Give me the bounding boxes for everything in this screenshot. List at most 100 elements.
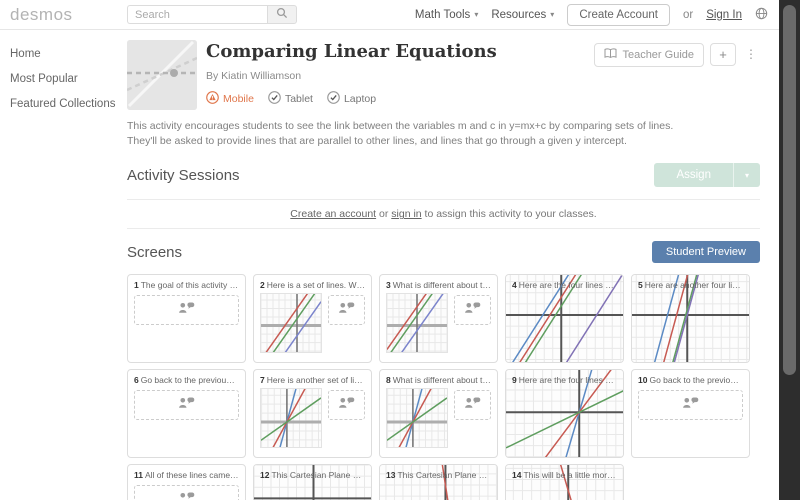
screen-number: 5 bbox=[638, 280, 643, 291]
student-response-icon bbox=[681, 396, 700, 414]
student-preview-button[interactable]: Student Preview bbox=[651, 241, 760, 264]
screen-graph bbox=[260, 370, 322, 458]
scrollbar-track[interactable] bbox=[779, 0, 800, 500]
screen-card-13[interactable]: 13 This Cartesian Plane has... bbox=[379, 464, 498, 500]
activity-description: This activity encourages students to see… bbox=[127, 120, 674, 147]
nav-math-tools[interactable]: Math Tools ▾ bbox=[414, 8, 479, 21]
screen-label: All of these lines came in... bbox=[145, 470, 245, 481]
signin-prompt: Create an account or sign in to assign t… bbox=[290, 208, 597, 221]
scrollbar-thumb[interactable] bbox=[783, 5, 796, 375]
response-placeholder bbox=[328, 295, 365, 326]
screen-card-title: 12 This Cartesian Plane has... bbox=[254, 465, 371, 483]
screen-number: 14 bbox=[512, 470, 522, 481]
sidebar: Home Most Popular Featured Collections bbox=[0, 30, 127, 500]
screens-heading: Screens bbox=[127, 243, 183, 261]
screen-card-title: 14 This will be a little more tr... bbox=[506, 465, 623, 483]
screen-card-6[interactable]: 6 Go back to the previous s... bbox=[127, 369, 246, 459]
sign-in-link[interactable]: Sign In bbox=[706, 8, 742, 21]
teacher-guide-button[interactable]: Teacher Guide bbox=[594, 43, 704, 67]
screen-card-title: 7 Here is another set of line... bbox=[254, 370, 371, 388]
check-icon bbox=[327, 91, 340, 107]
divider bbox=[127, 228, 760, 230]
screen-number: 9 bbox=[512, 375, 517, 386]
sidebar-item-featured-collections[interactable]: Featured Collections bbox=[10, 98, 116, 110]
screen-card-10[interactable]: 10 Go back to the previous ... bbox=[631, 369, 750, 459]
screen-number: 10 bbox=[638, 375, 648, 386]
more-menu-button[interactable]: ⋮ bbox=[742, 43, 760, 65]
screen-card-8[interactable]: 8 What is different about the... bbox=[379, 369, 498, 459]
desmos-logo[interactable]: desmos bbox=[10, 4, 73, 24]
screen-graph bbox=[632, 275, 749, 363]
badge-tablet: Tablet bbox=[268, 91, 313, 107]
screen-card-title: 6 Go back to the previous s... bbox=[128, 370, 245, 388]
screen-card-title: 11 All of these lines came in... bbox=[128, 465, 245, 483]
screen-label: What is different about the... bbox=[392, 280, 497, 291]
screen-label: Here are the four lines aga... bbox=[518, 375, 623, 386]
screen-label: Here are the four lines aga... bbox=[518, 280, 623, 291]
response-placeholder bbox=[134, 485, 239, 500]
top-header: desmos Math Tools ▾ Resources ▾ Create A… bbox=[0, 0, 800, 30]
activity-thumbnail bbox=[127, 40, 197, 110]
create-account-button[interactable]: Create Account bbox=[567, 3, 670, 26]
header-nav: Math Tools ▾ Resources ▾ Create Account … bbox=[414, 3, 800, 26]
screen-card-3[interactable]: 3 What is different about the... bbox=[379, 274, 498, 364]
warning-icon bbox=[206, 91, 219, 107]
screen-card-1[interactable]: 1 The goal of this activity is t... bbox=[127, 274, 246, 364]
response-placeholder bbox=[454, 390, 491, 421]
screen-number: 2 bbox=[260, 280, 265, 291]
screen-graph bbox=[506, 275, 623, 363]
screen-card-title: 1 The goal of this activity is t... bbox=[128, 275, 245, 293]
screen-card-5[interactable]: 5 Here are another four lines... bbox=[631, 274, 750, 364]
sessions-header-row: Activity Sessions Assign ▾ bbox=[127, 163, 760, 188]
activity-header: Comparing Linear Equations By Kiatin Wil… bbox=[127, 40, 760, 110]
screen-card-9[interactable]: 9 Here are the four lines aga... bbox=[505, 369, 624, 459]
screen-number: 8 bbox=[386, 375, 391, 386]
create-account-link[interactable]: Create an account bbox=[290, 208, 377, 221]
screen-card-title: 8 What is different about the... bbox=[380, 370, 497, 388]
screen-card-2[interactable]: 2 Here is a set of lines. Wha... bbox=[253, 274, 372, 364]
globe-icon[interactable] bbox=[755, 7, 768, 23]
screen-number: 4 bbox=[512, 280, 517, 291]
activity-info: Comparing Linear Equations By Kiatin Wil… bbox=[197, 40, 594, 110]
assign-button[interactable]: Assign ▾ bbox=[654, 163, 760, 188]
screen-card-11[interactable]: 11 All of these lines came in... bbox=[127, 464, 246, 500]
screen-graph bbox=[254, 465, 371, 500]
badge-mobile: Mobile bbox=[206, 91, 254, 107]
screen-graph bbox=[386, 275, 448, 363]
sidebar-item-home[interactable]: Home bbox=[10, 48, 41, 60]
screen-number: 7 bbox=[260, 375, 265, 386]
chevron-down-icon: ▾ bbox=[550, 10, 555, 19]
screen-number: 13 bbox=[386, 470, 396, 481]
screen-card-title: 3 What is different about the... bbox=[380, 275, 497, 293]
screen-card-4[interactable]: 4 Here are the four lines aga... bbox=[505, 274, 624, 364]
activity-title: Comparing Linear Equations bbox=[206, 41, 497, 62]
divider bbox=[127, 199, 760, 201]
response-placeholder bbox=[638, 390, 743, 421]
screen-graph bbox=[506, 465, 623, 500]
nav-resources[interactable]: Resources ▾ bbox=[491, 8, 555, 21]
search-input[interactable] bbox=[127, 5, 267, 24]
screen-number: 11 bbox=[134, 470, 143, 481]
screen-card-14[interactable]: 14 This will be a little more tr... bbox=[505, 464, 624, 500]
screen-card-12[interactable]: 12 This Cartesian Plane has... bbox=[253, 464, 372, 500]
screen-label: This will be a little more tr... bbox=[523, 470, 623, 481]
screen-label: Here are another four lines... bbox=[644, 280, 749, 291]
chevron-down-icon: ▾ bbox=[474, 10, 479, 19]
sign-in-link[interactable]: sign in bbox=[391, 208, 422, 221]
search-button[interactable] bbox=[267, 5, 297, 24]
screen-number: 3 bbox=[386, 280, 391, 291]
check-icon bbox=[268, 91, 281, 107]
screen-label: This Cartesian Plane has... bbox=[271, 470, 371, 481]
screen-graph bbox=[506, 370, 623, 458]
screen-card-title: 2 Here is a set of lines. Wha... bbox=[254, 275, 371, 293]
screen-card-7[interactable]: 7 Here is another set of line... bbox=[253, 369, 372, 459]
screen-card-title: 9 Here are the four lines aga... bbox=[506, 370, 623, 388]
student-response-icon bbox=[177, 491, 196, 500]
student-response-icon bbox=[463, 396, 482, 414]
screen-label: Here is a set of lines. Wha... bbox=[266, 280, 371, 291]
sidebar-item-most-popular[interactable]: Most Popular bbox=[10, 73, 78, 85]
add-button[interactable]: + bbox=[710, 43, 736, 66]
student-response-icon bbox=[463, 301, 482, 319]
chevron-down-icon[interactable]: ▾ bbox=[732, 163, 760, 188]
sessions-heading: Activity Sessions bbox=[127, 166, 240, 184]
